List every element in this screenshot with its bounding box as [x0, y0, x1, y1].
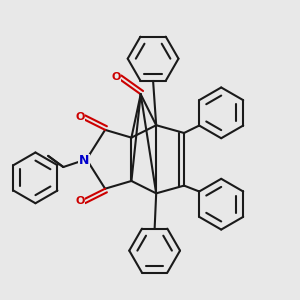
Text: O: O — [111, 72, 121, 82]
Text: O: O — [75, 112, 84, 122]
Text: N: N — [79, 154, 89, 167]
Text: O: O — [75, 196, 84, 206]
